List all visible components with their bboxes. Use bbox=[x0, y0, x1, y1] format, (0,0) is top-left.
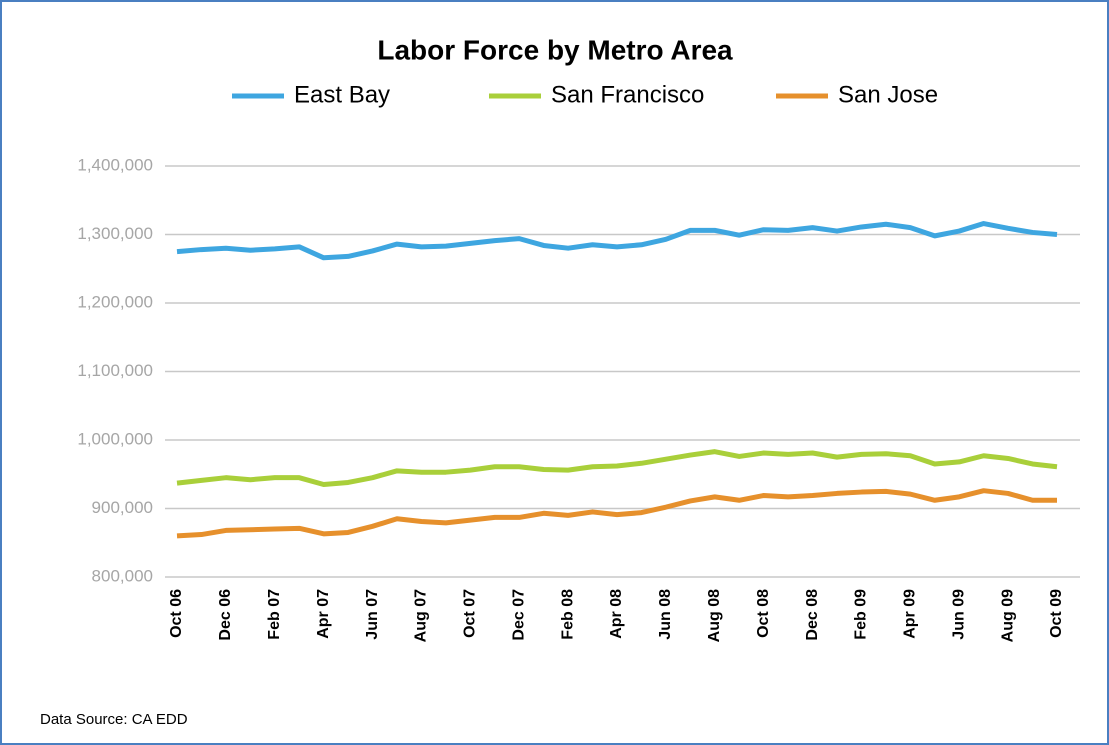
y-tick-label: 900,000 bbox=[92, 498, 153, 517]
x-tick-label: Oct 09 bbox=[1048, 589, 1065, 638]
x-tick-label: Jun 09 bbox=[950, 589, 967, 640]
x-tick-label: Jun 08 bbox=[657, 589, 674, 640]
legend-label: San Francisco bbox=[551, 81, 704, 108]
y-tick-label: 1,300,000 bbox=[77, 224, 153, 243]
legend-label: San Jose bbox=[838, 81, 938, 108]
series-line bbox=[176, 449, 1058, 488]
legend-label: East Bay bbox=[294, 81, 390, 108]
y-tick-label: 1,000,000 bbox=[77, 429, 153, 448]
x-tick-label: Oct 06 bbox=[168, 589, 185, 638]
x-tick-label: Dec 08 bbox=[804, 589, 821, 641]
x-tick-label: Apr 08 bbox=[608, 589, 625, 639]
x-tick-label: Jun 07 bbox=[364, 589, 381, 640]
x-tick-label: Feb 07 bbox=[266, 589, 283, 640]
x-tick-label: Aug 08 bbox=[706, 589, 723, 642]
x-tick-label: Dec 07 bbox=[510, 589, 527, 641]
x-tick-label: Aug 09 bbox=[999, 589, 1016, 642]
series-line bbox=[176, 488, 1057, 539]
y-tick-label: 800,000 bbox=[92, 566, 153, 585]
footer: Data Source: CA EDD bbox=[40, 711, 188, 728]
x-tick-label: Oct 08 bbox=[755, 589, 772, 638]
chart-title: Labor Force by Metro Area bbox=[377, 34, 733, 65]
y-tick-label: 1,200,000 bbox=[77, 292, 153, 311]
x-tick-label: Feb 09 bbox=[853, 589, 870, 640]
y-tick-label: 1,400,000 bbox=[77, 155, 153, 174]
series-line bbox=[176, 221, 1058, 261]
x-tick-label: Apr 07 bbox=[315, 589, 332, 639]
x-tick-label: Dec 06 bbox=[217, 589, 234, 641]
x-tick-label: Feb 08 bbox=[559, 589, 576, 640]
x-tick-label: Apr 09 bbox=[902, 589, 919, 639]
y-tick-label: 1,100,000 bbox=[77, 361, 153, 380]
x-tick-label: Aug 07 bbox=[413, 589, 430, 642]
x-tick-label: Oct 07 bbox=[462, 589, 479, 638]
